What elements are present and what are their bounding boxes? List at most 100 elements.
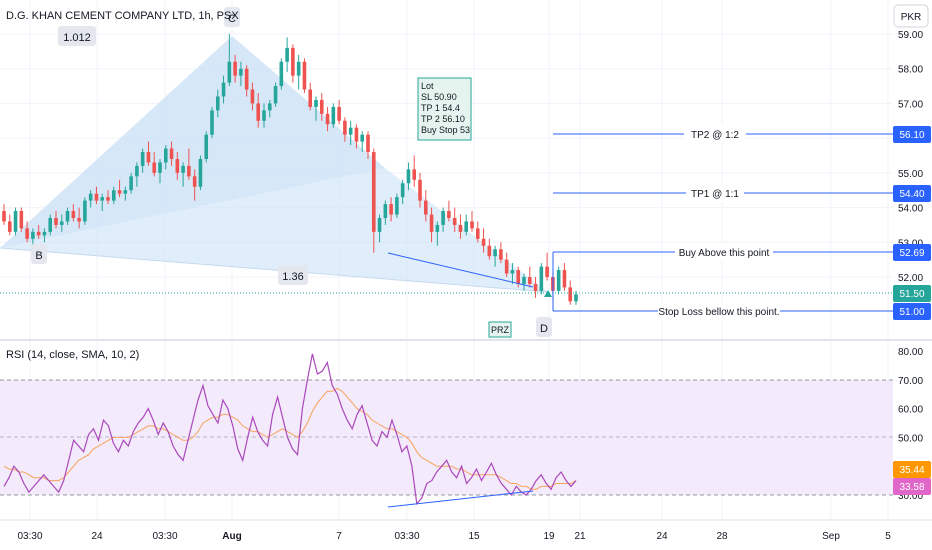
- candle-body: [423, 200, 428, 215]
- point-label-c[interactable]: C: [224, 7, 240, 27]
- time-tick-label: 24: [91, 531, 103, 542]
- candle-body: [239, 68, 243, 76]
- candle-body: [343, 120, 347, 135]
- candle-body: [504, 259, 509, 274]
- candle-body: [25, 228, 29, 239]
- candle-body: [244, 68, 249, 90]
- candle-body: [7, 221, 12, 232]
- candle-body: [59, 221, 64, 225]
- time-axis[interactable]: 03:30 24 03:30 Aug 7 03:30 15 19 21 24 28 Sep 5: [17, 531, 891, 542]
- candle-body: [71, 211, 76, 218]
- ratio-label-2[interactable]: 1.36: [278, 265, 308, 285]
- candle-body: [187, 165, 191, 177]
- candle-body: [418, 179, 422, 201]
- tag-stop-loss-text: 51.00: [899, 307, 924, 318]
- point-label-d[interactable]: D: [536, 317, 552, 337]
- candle-body: [42, 231, 47, 236]
- point-label-b[interactable]: B: [31, 244, 47, 264]
- ratio-label-1-bg: [58, 26, 96, 46]
- candle-body: [163, 148, 168, 163]
- tag-buy-above-text: 52.69: [899, 248, 924, 259]
- candle-body: [441, 211, 445, 225]
- trade-info-box[interactable]: Lot SL 50.90 TP 1 54.4 TP 2 56.10 Buy St…: [417, 77, 472, 141]
- point-label-b-text: B: [35, 250, 42, 262]
- time-tick-label: 03:30: [17, 531, 42, 542]
- price-tick-label: 52.00: [898, 273, 923, 284]
- candle-body: [337, 106, 341, 121]
- candle-body: [140, 152, 145, 166]
- candle-body: [510, 270, 515, 274]
- currency-button[interactable]: PKR: [893, 4, 929, 28]
- time-tick-label: Aug: [222, 531, 241, 542]
- time-tick-label: 28: [716, 531, 728, 542]
- tag-tp1-text: 54.40: [899, 189, 924, 200]
- trade-info-line: Buy Stop 53: [421, 125, 470, 135]
- candle-body: [285, 47, 289, 62]
- candle-body: [348, 127, 353, 135]
- candle-body: [210, 110, 214, 135]
- time-tick-label: 15: [468, 531, 480, 542]
- rsi-divergence-line: [387, 490, 534, 508]
- tag-last-price: 51.50: [893, 285, 931, 302]
- candles: [2, 34, 578, 305]
- buy-signal-arrow-icon: [544, 290, 552, 297]
- candle-body: [31, 231, 35, 239]
- candle-body: [499, 249, 503, 260]
- candle-body: [215, 96, 220, 111]
- pattern-triangle-bcd: [0, 168, 548, 292]
- candle-body: [83, 200, 87, 222]
- time-tick-label: 03:30: [152, 531, 177, 542]
- tag-rsi-sma-text: 35.44: [899, 465, 924, 476]
- candle-body: [135, 165, 139, 177]
- prz-label-text: PRZ: [491, 325, 510, 335]
- rsi-tick-label: 60.00: [898, 405, 923, 416]
- candle-body: [360, 134, 365, 142]
- time-tick-label: 19: [543, 531, 555, 542]
- prz-label-bg: [488, 321, 512, 338]
- rsi-tick-label: 70.00: [898, 376, 923, 387]
- point-label-d-text: D: [540, 323, 548, 335]
- candle-body: [562, 270, 567, 288]
- candle-body: [331, 106, 336, 125]
- candle-body: [400, 183, 405, 198]
- candle-body: [250, 89, 255, 104]
- tag-stop-loss: 51.00: [893, 303, 931, 320]
- point-label-b-bg: [31, 244, 47, 264]
- candle-body: [48, 217, 53, 232]
- rsi-line: [3, 353, 577, 505]
- candle-body: [302, 61, 307, 90]
- candle-body: [117, 190, 122, 194]
- tp2-label: TP2 @ 1:2: [691, 130, 739, 141]
- candle-body: [36, 231, 41, 236]
- candle-body: [13, 211, 18, 232]
- pattern-xd-line: [0, 247, 549, 293]
- time-tick-label: 21: [574, 531, 586, 542]
- candle-body: [111, 190, 116, 201]
- tag-rsi-sma-bg: [893, 461, 931, 478]
- ratio-label-1[interactable]: 1.012: [58, 26, 96, 46]
- rsi-tick-label: 50.00: [898, 433, 923, 444]
- tag-last-price-bg: [893, 285, 931, 302]
- tp1-label: TP1 @ 1:1: [691, 189, 739, 200]
- price-tick-label: 55.00: [898, 169, 923, 180]
- candle-body: [129, 176, 133, 191]
- candle-body: [262, 110, 266, 121]
- candle-body: [291, 47, 295, 76]
- candle-body: [487, 245, 492, 257]
- prz-label[interactable]: PRZ: [488, 321, 512, 338]
- tag-tp1-bg: [893, 185, 931, 202]
- point-label-d-bg: [536, 317, 552, 337]
- candle-body: [383, 204, 388, 218]
- candle-body: [181, 165, 185, 173]
- candle-body: [267, 103, 272, 111]
- candle-body: [100, 197, 105, 201]
- price-tick-label: 53.00: [898, 238, 923, 249]
- candle-body: [481, 238, 486, 246]
- candle-body: [175, 158, 180, 173]
- rsi-tick-label: 80.00: [898, 347, 923, 358]
- candle-body: [88, 193, 93, 201]
- chart-title: D.G. KHAN CEMENT COMPANY LTD, 1h, PSX: [6, 10, 239, 22]
- time-tick-label: 24: [656, 531, 668, 542]
- candle-body: [169, 148, 174, 159]
